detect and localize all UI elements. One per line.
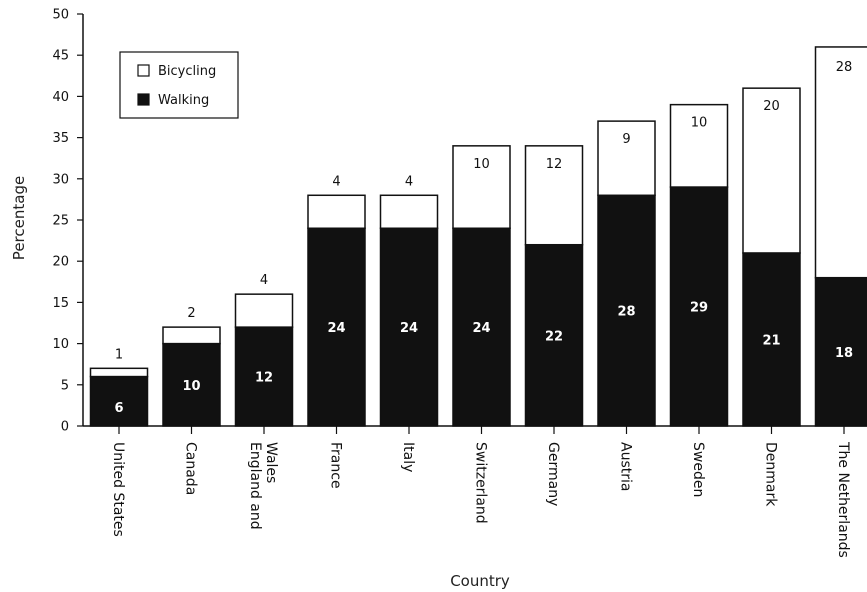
data-label-bicycling: 4 xyxy=(332,174,340,189)
x-category-label: Sweden xyxy=(690,442,706,497)
bar-walking-6 xyxy=(452,227,511,427)
data-label-bicycling: 2 xyxy=(187,306,195,321)
data-label-bicycling: 4 xyxy=(405,174,413,189)
data-label-walking: 6 xyxy=(114,401,123,416)
data-label-walking: 24 xyxy=(327,321,345,336)
data-label-bicycling: 10 xyxy=(691,116,708,131)
data-label-walking: 18 xyxy=(835,346,853,361)
bar-bicycling-1 xyxy=(89,367,149,378)
y-tick-label: 45 xyxy=(52,49,69,64)
legend-label-bicycling: Bicycling xyxy=(158,64,216,79)
legend-swatch-bicycling xyxy=(137,64,150,77)
x-category-label: Wales xyxy=(263,442,279,483)
bar-walking-8 xyxy=(597,194,656,427)
bar-bicycling-5 xyxy=(379,194,439,229)
bar-bicycling-10 xyxy=(742,87,801,254)
legend: Bicycling Walking xyxy=(119,51,239,119)
data-label-walking: 24 xyxy=(400,321,418,336)
data-label-walking: 24 xyxy=(472,321,490,336)
bar-bicycling-6 xyxy=(452,145,511,229)
data-label-walking: 10 xyxy=(182,379,200,394)
x-category-label: Denmark xyxy=(763,442,779,507)
x-category-label: The Netherlands xyxy=(835,441,851,558)
legend-swatch-walking xyxy=(137,93,150,106)
bar-walking-9 xyxy=(669,186,729,427)
bar-walking-3 xyxy=(234,326,294,427)
bar-walking-7 xyxy=(524,243,584,427)
bar-walking-10 xyxy=(742,252,801,427)
x-category-label: United States xyxy=(110,442,126,537)
x-category-label: Germany xyxy=(545,442,561,506)
data-label-bicycling: 20 xyxy=(763,99,780,114)
data-label-bicycling: 9 xyxy=(622,132,630,147)
bar-bicycling-11 xyxy=(814,46,867,279)
x-category-label: Canada xyxy=(183,442,199,495)
bar-bicycling-4 xyxy=(307,194,366,229)
bar-bicycling-9 xyxy=(669,103,729,188)
bar-walking-4 xyxy=(307,227,366,427)
y-tick-label: 25 xyxy=(52,214,69,229)
x-category-label: Austria xyxy=(618,442,634,491)
data-label-bicycling: 12 xyxy=(546,157,563,172)
y-tick-label: 50 xyxy=(52,8,69,23)
bar-bicycling-7 xyxy=(524,145,584,246)
legend-label-walking: Walking xyxy=(158,93,209,108)
data-label-walking: 28 xyxy=(617,305,635,320)
x-category-label: Italy xyxy=(400,442,416,472)
plot-area: 0 5 10 15 20 25 30 35 40 45 50 6 1 United States 10 2 Ca… xyxy=(52,8,867,558)
bar-bicycling-8 xyxy=(597,120,656,197)
bar-bicycling-3 xyxy=(234,293,294,328)
x-category-label: Switzerland xyxy=(473,442,489,524)
legend-box xyxy=(119,51,239,119)
y-tick-label: 20 xyxy=(52,255,69,270)
y-tick-label: 40 xyxy=(52,90,69,105)
data-label-walking: 21 xyxy=(762,333,780,348)
x-category-label: England and xyxy=(247,442,263,530)
bar-bicycling-2 xyxy=(162,326,221,345)
y-tick-label: 35 xyxy=(52,131,69,146)
y-axis-title: Percentage xyxy=(10,176,28,260)
data-label-walking: 22 xyxy=(545,329,563,344)
y-tick-label: 0 xyxy=(61,420,69,435)
data-label-bicycling: 4 xyxy=(260,273,268,288)
y-tick-label: 15 xyxy=(52,296,69,311)
data-label-walking: 29 xyxy=(690,301,708,316)
x-category-label: France xyxy=(328,442,344,489)
bar-walking-5 xyxy=(379,227,439,427)
x-axis-title: Country xyxy=(450,572,510,590)
data-label-bicycling: 10 xyxy=(473,157,490,172)
y-tick-label: 5 xyxy=(61,378,69,393)
data-label-bicycling: 1 xyxy=(115,347,123,362)
bar-walking-2 xyxy=(162,342,221,427)
y-tick-label: 30 xyxy=(52,172,69,187)
data-label-bicycling: 28 xyxy=(836,60,853,75)
data-label-walking: 12 xyxy=(255,371,273,386)
y-tick-label: 10 xyxy=(52,337,69,352)
